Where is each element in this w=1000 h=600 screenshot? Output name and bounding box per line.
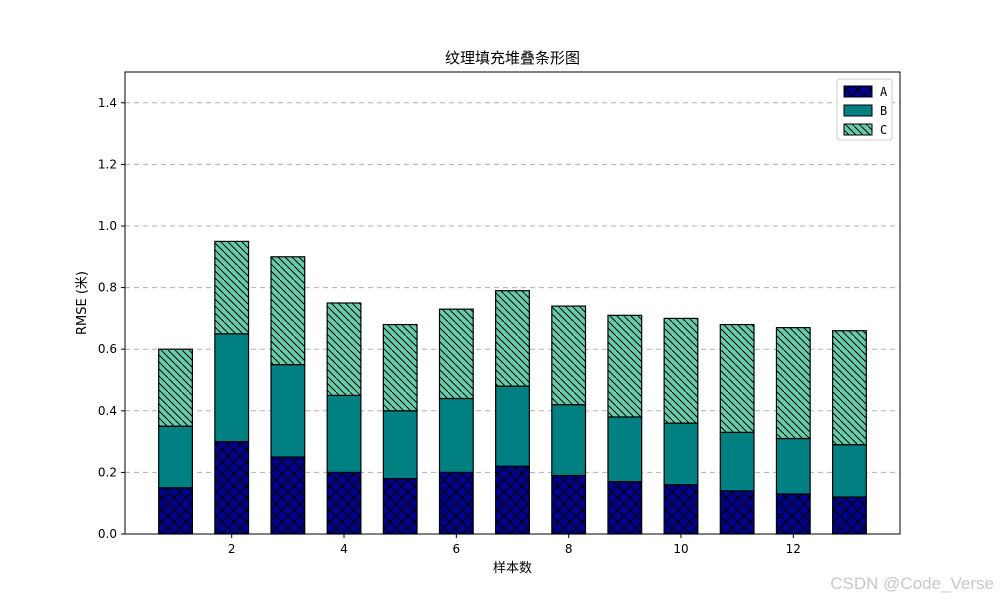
legend-label: C [880, 123, 887, 137]
bar-B [832, 444, 867, 498]
legend-item-B: B [843, 104, 887, 118]
legend-item-A: A [843, 85, 888, 99]
bar-B [607, 416, 643, 483]
bar-A [719, 490, 755, 535]
legend-label: B [880, 104, 887, 118]
y-tick-label: 1.2 [98, 157, 117, 171]
chart-title: 纹理填充堆叠条形图 [445, 49, 580, 67]
bar-B [326, 394, 362, 473]
x-tick-label: 8 [565, 542, 573, 556]
bar-A [495, 465, 530, 535]
y-axis-label: RMSE (米) [75, 271, 90, 335]
x-tick-label: 6 [453, 542, 461, 556]
watermark: CSDN @Code_Verse [830, 574, 994, 593]
bar-B [158, 425, 193, 489]
y-axis: 0.0 0.2 0.4 0.6 0.8 1.0 1.2 1.4 [98, 96, 125, 541]
legend-label: A [880, 85, 888, 99]
bar-A [663, 484, 699, 535]
bar-C [270, 256, 306, 366]
bar-B [214, 333, 250, 443]
bar-C [438, 308, 474, 400]
bar-A [158, 487, 193, 535]
y-tick-label: 0.0 [98, 527, 117, 541]
bar-C [495, 290, 530, 387]
plot-frame [124, 71, 901, 535]
bar-C [158, 348, 193, 427]
bar-A [214, 441, 250, 535]
legend: ABC [836, 78, 893, 141]
bar-A [382, 477, 418, 535]
bar-C [719, 323, 755, 433]
bar-C [214, 240, 250, 335]
bar-A [270, 456, 306, 535]
x-axis: 2 4 6 8 10 12 [228, 534, 801, 556]
bar-A [832, 496, 867, 535]
bar-C [607, 314, 643, 418]
bar-B [270, 364, 306, 458]
bar-B [719, 431, 755, 492]
x-tick-label: 12 [786, 542, 801, 556]
bar-B [495, 385, 530, 467]
bar-C [551, 305, 587, 406]
bar-A [775, 493, 811, 535]
bar-C [832, 330, 867, 446]
bar-B [551, 404, 587, 477]
bar-C [775, 327, 811, 440]
bar-C [382, 323, 418, 412]
bar-A [326, 471, 362, 535]
bar-B [438, 397, 474, 474]
bar-B [775, 437, 811, 495]
bar-A [607, 481, 643, 535]
bar-A [438, 471, 474, 535]
legend-item-C: C [843, 123, 887, 137]
y-tick-label: 1.0 [98, 219, 117, 233]
y-tick-label: 1.4 [98, 96, 117, 110]
bar-B [382, 410, 418, 480]
bar-B [663, 422, 699, 486]
y-tick-label: 0.8 [98, 281, 117, 295]
y-tick-label: 0.6 [98, 342, 117, 356]
y-tick-label: 0.4 [98, 404, 117, 418]
y-tick-label: 0.2 [98, 465, 117, 479]
bars-layer [158, 240, 867, 535]
x-tick-label: 2 [228, 542, 236, 556]
x-tick-label: 4 [340, 542, 348, 556]
x-axis-label: 样本数 [493, 561, 532, 576]
bar-C [663, 317, 699, 424]
x-tick-label: 10 [673, 542, 688, 556]
bar-C [326, 302, 362, 397]
bar-A [551, 474, 587, 535]
